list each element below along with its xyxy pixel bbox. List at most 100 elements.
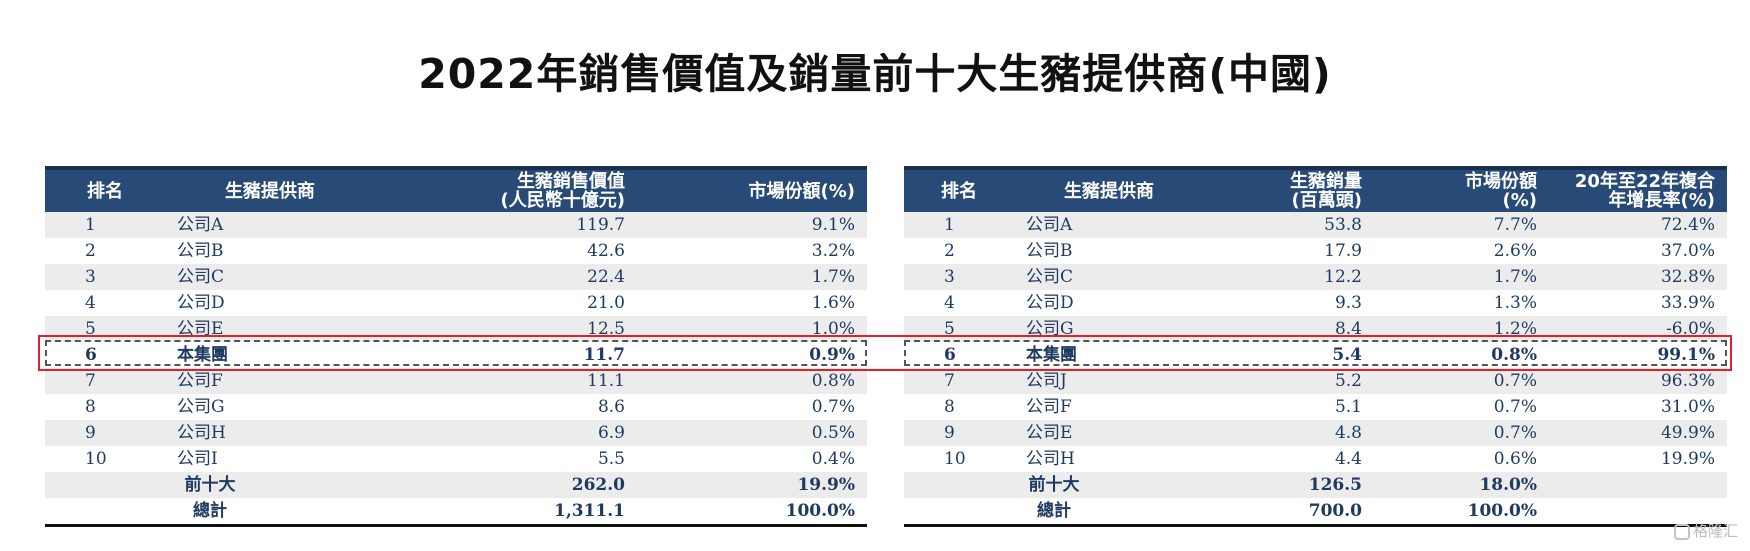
table-row: 9 公司H 6.9 0.5% [45,420,867,446]
value-cell: 72.4% [1660,215,1715,235]
value-cell: 0.5% [811,423,855,443]
rank-cell: 1 [85,215,96,235]
provider-cell: 公司E [1026,423,1073,443]
value-cell: 8.4 [1334,319,1362,339]
table-body: 1 公司A 119.7 9.1% 2 公司B 42.6 3.2% 3 公司C 22.4 1.7% 4 公司… [45,212,867,526]
total-value: 100.0% [785,501,855,521]
total-value: 18.0% [1479,475,1537,495]
value-cell: 21.0 [587,293,625,313]
total-value [1549,472,1727,498]
value-cell: 1.6% [811,293,855,313]
value-cell: 37.0% [1660,241,1715,261]
table-row: 8 公司F 5.1 0.7% 31.0% [904,394,1727,420]
value-cell: 33.9% [1660,293,1715,313]
table-row: 4 公司D 21.0 1.6% [45,290,867,316]
total-value: 100.0% [1467,501,1537,521]
total-row: 前十大 126.5 18.0% [904,472,1727,498]
header-row: 排名 生豬提供商 生豬銷售價值 (人民幣十億元) 市場份額(%) [45,168,867,212]
rank-cell: 3 [85,267,96,287]
provider-cell: 公司H [1026,449,1075,469]
header-row: 排名 生豬提供商 生豬銷量 (百萬頭) 市場份額 (%) 20年至22年複合 年… [904,168,1727,212]
rank-cell: 7 [944,371,955,391]
watermark: 格隆汇 [1673,520,1738,541]
table-row: 7 公司F 11.1 0.8% [45,368,867,394]
provider-cell: 公司B [177,241,224,261]
rank-cell: 2 [944,241,955,261]
value-cell: 5.5 [597,449,625,469]
table-row: 4 公司D 9.3 1.3% 33.9% [904,290,1727,316]
value-cell: -6.0% [1666,319,1715,339]
value-cell: 31.0% [1660,397,1715,417]
table-row: 3 公司C 12.2 1.7% 32.8% [904,264,1727,290]
value-cell: 1.7% [811,267,855,287]
header-market-share: 市場份額 (%) [1465,171,1537,211]
value-cell: 1.2% [1493,319,1537,339]
provider-cell: 公司F [177,371,223,391]
watermark-text: 格隆汇 [1692,522,1738,540]
value-cell: 49.9% [1660,423,1715,443]
value-cell: 1.7% [1493,267,1537,287]
value-cell: 5.1 [1334,397,1362,417]
value-cell: 11.7 [583,345,625,365]
value-cell: 8.6 [597,397,625,417]
header-cagr: 20年至22年複合 年增長率(%) [1574,171,1715,211]
provider-cell: 公司D [177,293,225,313]
provider-cell: 公司I [177,449,218,469]
provider-cell: 公司J [1026,371,1067,391]
provider-cell: 公司A [1026,215,1073,235]
total-value: 19.9% [797,475,855,495]
value-cell: 9.3 [1334,293,1362,313]
rank-cell: 5 [85,319,96,339]
value-cell: 17.9 [1324,241,1362,261]
value-cell: 99.1% [1657,345,1715,365]
table-row: 8 公司G 8.6 0.7% [45,394,867,420]
total-label: 前十大 [1028,475,1080,495]
sales-volume-table: 排名 生豬提供商 生豬銷量 (百萬頭) 市場份額 (%) 20年至22年複合 年… [904,166,1727,527]
value-cell: 0.7% [1493,423,1537,443]
table-row: 10 公司H 4.4 0.6% 19.9% [904,446,1727,472]
provider-cell: 公司H [177,423,226,443]
value-cell: 32.8% [1660,267,1715,287]
table-row: 5 公司E 12.5 1.0% [45,316,867,342]
rank-cell: 8 [944,397,955,417]
total-value: 700.0 [1308,501,1362,521]
table-row: 2 公司B 42.6 3.2% [45,238,867,264]
value-cell: 2.6% [1493,241,1537,261]
value-cell: 22.4 [587,267,625,287]
table-row: 7 公司J 5.2 0.7% 96.3% [904,368,1727,394]
rank-cell: 1 [944,215,955,235]
provider-cell: 公司D [1026,293,1074,313]
dashed-outline-right [904,340,1727,366]
table-row: 6 本集團 5.4 0.8% 99.1% [904,342,1727,368]
value-cell: 5.4 [1332,345,1362,365]
value-cell: 0.7% [811,397,855,417]
value-cell: 0.8% [811,371,855,391]
provider-cell: 公司F [1026,397,1072,417]
provider-cell: 公司A [177,215,224,235]
provider-cell: 公司E [177,319,224,339]
header-market-share: 市場份額(%) [748,180,856,202]
value-cell: 0.7% [1493,371,1537,391]
value-cell: 3.2% [811,241,855,261]
value-cell: 0.4% [811,449,855,469]
provider-cell: 公司G [1026,319,1074,339]
value-cell: 19.9% [1660,449,1715,469]
rank-cell: 10 [85,449,107,469]
value-cell: 96.3% [1660,371,1715,391]
provider-cell: 公司G [177,397,225,417]
value-cell: 1.3% [1493,293,1537,313]
table-row: 1 公司A 53.8 7.7% 72.4% [904,212,1727,238]
provider-cell: 公司C [1026,267,1074,287]
provider-cell: 本集團 [177,345,228,365]
header-rank: 排名 [87,180,123,202]
value-cell: 1.0% [811,319,855,339]
rank-cell: 6 [944,345,956,365]
value-cell: 0.8% [1491,345,1537,365]
table-body: 1 公司A 53.8 7.7% 72.4% 2 公司B 17.9 2.6% 37.0% 3 公司C 12… [904,212,1727,526]
value-cell: 0.6% [1493,449,1537,469]
value-cell: 4.8 [1334,423,1362,443]
highlight-box [38,335,1732,371]
value-cell: 0.7% [1493,397,1537,417]
table-row: 1 公司A 119.7 9.1% [45,212,867,238]
rank-cell: 4 [85,293,96,313]
